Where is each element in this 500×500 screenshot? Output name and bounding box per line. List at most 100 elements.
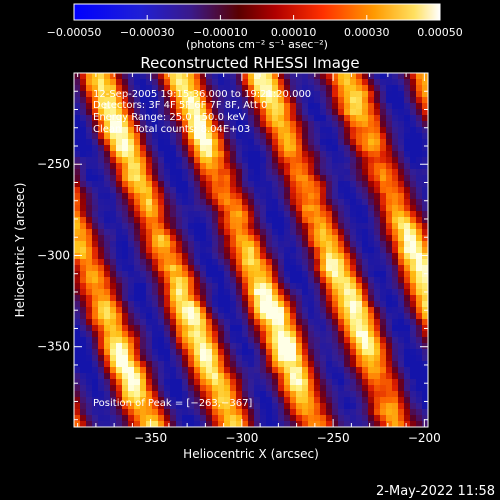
- heatmap-cell: [212, 289, 219, 296]
- heatmap-cell: [362, 103, 369, 110]
- heatmap-cell: [80, 295, 87, 302]
- heatmap-cell: [284, 349, 291, 356]
- heatmap-cell: [122, 337, 129, 344]
- x-tick-label: −300: [225, 431, 258, 445]
- heatmap-cell: [302, 181, 309, 188]
- heatmap-cell: [380, 421, 387, 427]
- heatmap-cell: [392, 259, 399, 266]
- heatmap-cell: [344, 187, 351, 194]
- heatmap-cell: [92, 319, 99, 326]
- heatmap-cell: [128, 253, 135, 260]
- heatmap-cell: [164, 295, 171, 302]
- heatmap-cell: [380, 259, 387, 266]
- heatmap-cell: [242, 355, 249, 362]
- heatmap-cell: [380, 403, 387, 410]
- heatmap-cell: [380, 331, 387, 338]
- heatmap-cell: [80, 97, 87, 104]
- heatmap-cell: [104, 337, 111, 344]
- heatmap-cell: [104, 169, 111, 176]
- heatmap-cell: [236, 133, 243, 140]
- heatmap-cell: [380, 181, 387, 188]
- heatmap-cell: [374, 79, 381, 86]
- heatmap-cell: [416, 73, 423, 80]
- heatmap-cell: [134, 379, 141, 386]
- heatmap-cell: [98, 283, 105, 290]
- heatmap-cell: [368, 373, 375, 380]
- heatmap-cell: [308, 403, 315, 410]
- heatmap-cell: [326, 307, 333, 314]
- heatmap-cell: [176, 325, 183, 332]
- heatmap-cell: [110, 223, 117, 230]
- heatmap-cell: [230, 103, 237, 110]
- heatmap-cell: [410, 223, 417, 230]
- heatmap-cell: [416, 361, 423, 368]
- heatmap-cell: [368, 229, 375, 236]
- heatmap-cell: [374, 361, 381, 368]
- heatmap-cell: [362, 211, 369, 218]
- info-detectors: Detectors: 3F 4F 5F 6F 7F 8F, Att 0: [93, 100, 267, 111]
- heatmap-cell: [242, 229, 249, 236]
- heatmap-cell: [350, 157, 357, 164]
- heatmap-cell: [284, 403, 291, 410]
- heatmap-cell: [362, 175, 369, 182]
- heatmap-cell: [356, 187, 363, 194]
- heatmap-cell: [356, 247, 363, 254]
- colorbar-tick-label: 0.00050: [417, 26, 463, 39]
- heatmap-cell: [152, 109, 159, 116]
- heatmap-cell: [134, 253, 141, 260]
- heatmap-cell: [194, 139, 201, 146]
- heatmap-cell: [80, 313, 87, 320]
- heatmap-cell: [176, 139, 183, 146]
- heatmap-cell: [326, 85, 333, 92]
- heatmap-cell: [374, 175, 381, 182]
- heatmap-cell: [296, 223, 303, 230]
- heatmap-cell: [254, 331, 261, 338]
- heatmap-cell: [380, 139, 387, 146]
- heatmap-cell: [380, 103, 387, 110]
- heatmap-cell: [242, 127, 249, 134]
- heatmap-cell: [74, 157, 81, 164]
- heatmap-cell: [170, 343, 177, 350]
- heatmap-cell: [206, 373, 213, 380]
- heatmap-cell: [344, 121, 351, 128]
- heatmap-cell: [170, 289, 177, 296]
- heatmap-cell: [308, 259, 315, 266]
- heatmap-cell: [392, 385, 399, 392]
- heatmap-cell: [362, 163, 369, 170]
- heatmap-cell: [224, 385, 231, 392]
- heatmap-cell: [296, 337, 303, 344]
- heatmap-cell: [200, 355, 207, 362]
- heatmap-cell: [386, 121, 393, 128]
- heatmap-cell: [332, 145, 339, 152]
- heatmap-cell: [164, 349, 171, 356]
- heatmap-cell: [254, 193, 261, 200]
- heatmap-cell: [338, 175, 345, 182]
- heatmap-cell: [248, 79, 255, 86]
- heatmap-cell: [140, 265, 147, 272]
- heatmap-cell: [92, 379, 99, 386]
- heatmap-cell: [164, 193, 171, 200]
- heatmap-cell: [146, 163, 153, 170]
- heatmap-cell: [158, 139, 165, 146]
- heatmap-cell: [170, 397, 177, 404]
- heatmap-cell: [326, 325, 333, 332]
- heatmap-cell: [188, 259, 195, 266]
- heatmap-cell: [338, 133, 345, 140]
- heatmap-cell: [206, 253, 213, 260]
- heatmap-cell: [200, 265, 207, 272]
- heatmap-cell: [248, 319, 255, 326]
- heatmap-cell: [116, 361, 123, 368]
- heatmap-cell: [134, 373, 141, 380]
- heatmap-cell: [128, 295, 135, 302]
- heatmap-cell: [188, 127, 195, 134]
- heatmap-cell: [176, 385, 183, 392]
- heatmap-cell: [122, 217, 129, 224]
- heatmap-cell: [158, 109, 165, 116]
- heatmap-cell: [338, 163, 345, 170]
- heatmap-cell: [368, 163, 375, 170]
- heatmap-cell: [110, 199, 117, 206]
- heatmap-cell: [350, 403, 357, 410]
- heatmap-cell: [74, 121, 81, 128]
- heatmap-cell: [392, 175, 399, 182]
- heatmap-cell: [152, 139, 159, 146]
